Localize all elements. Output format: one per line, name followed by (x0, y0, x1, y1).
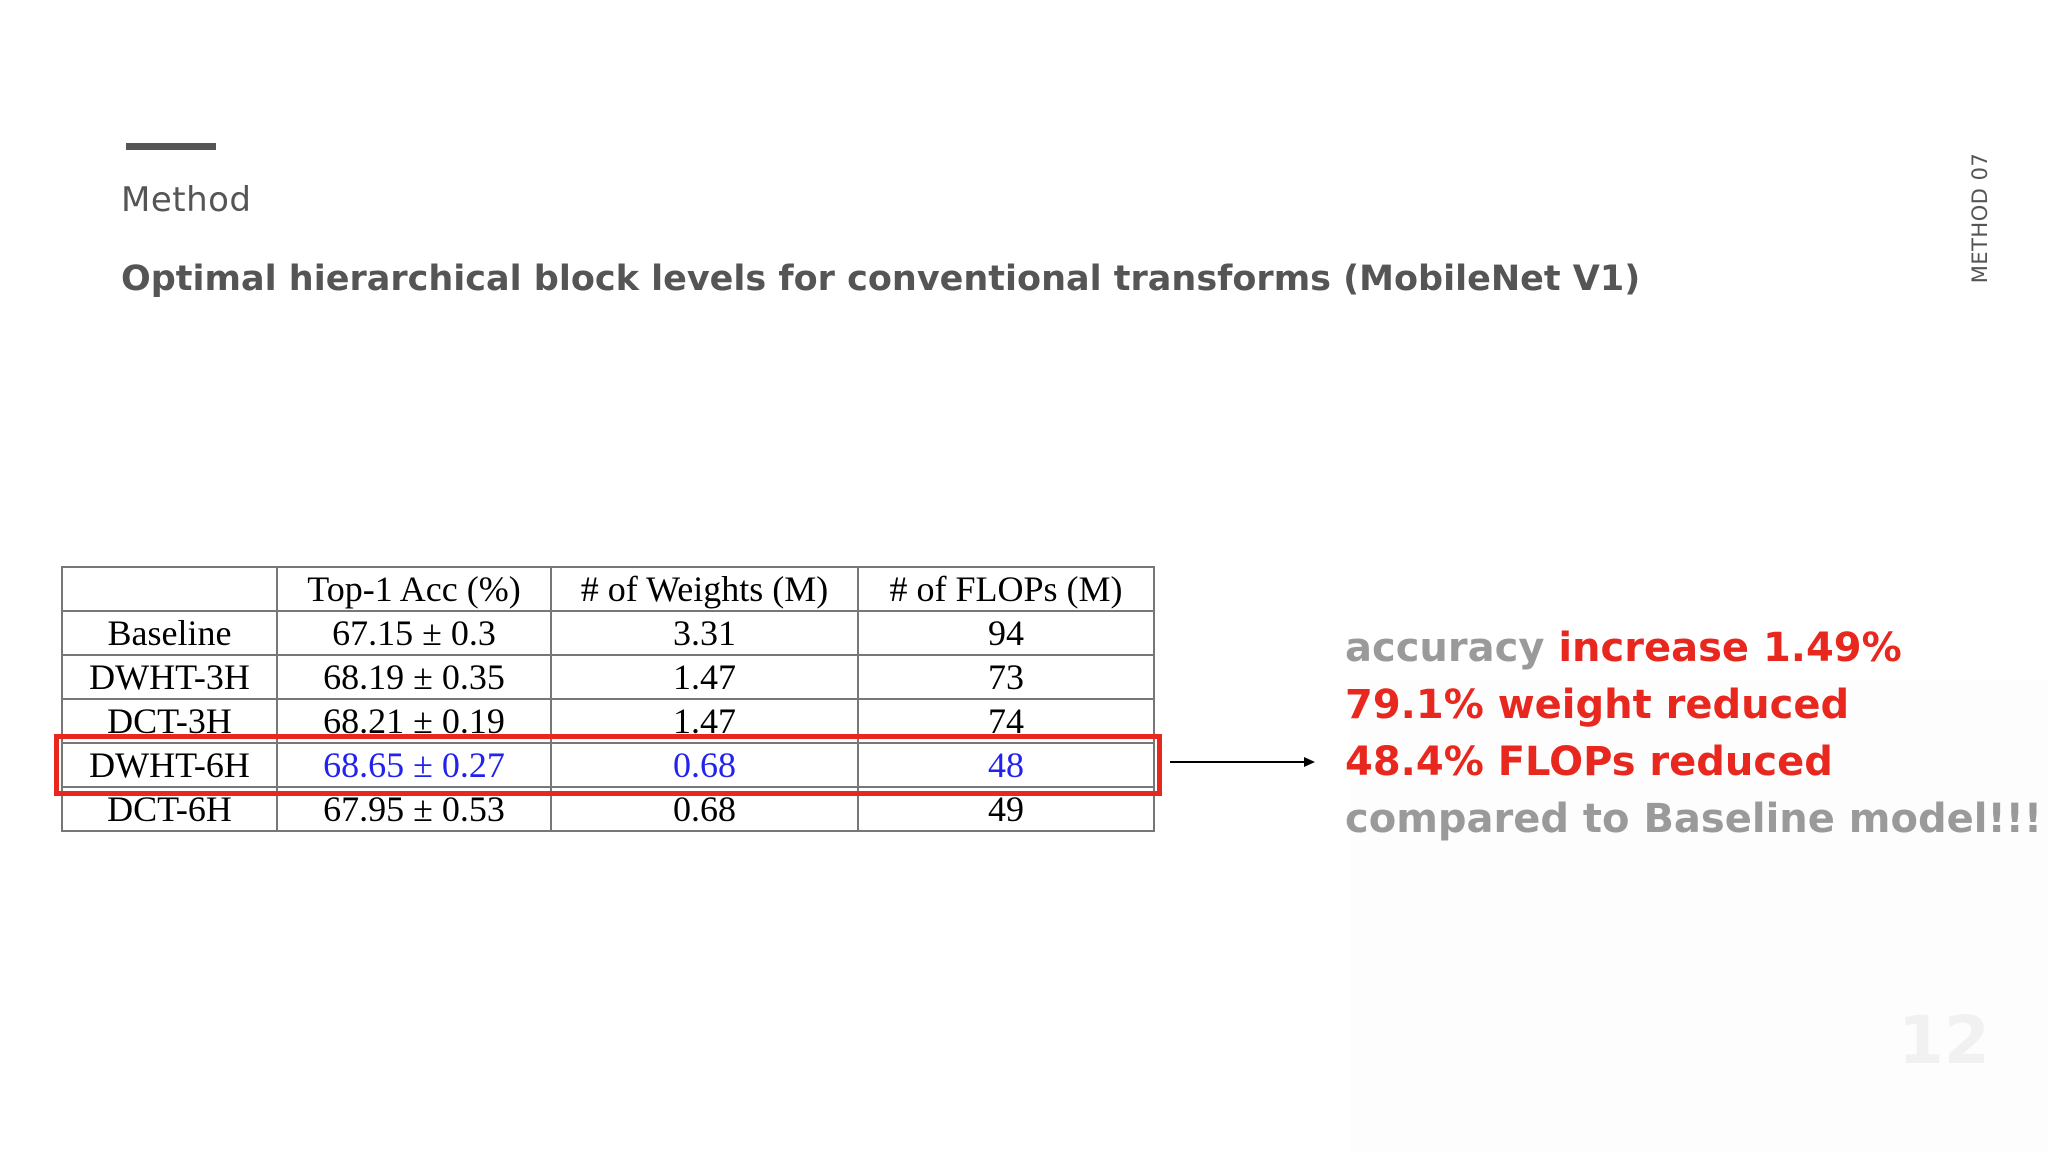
table-cell-highlighted: 48 (857, 742, 1155, 788)
table-cell: 67.15 ± 0.3 (276, 610, 552, 656)
table-row: DCT-6H 67.95 ± 0.53 0.68 49 (61, 786, 1155, 832)
table-cell-highlighted: 68.65 ± 0.27 (276, 742, 552, 788)
side-section-label: METHOD 07 (1960, 152, 2000, 284)
table-cell: 68.19 ± 0.35 (276, 654, 552, 700)
table-cell-highlighted: 0.68 (550, 742, 859, 788)
table-cell: DWHT-3H (61, 654, 278, 700)
summary-accuracy-prefix: accuracy (1345, 625, 1559, 671)
table-cell: DWHT-6H (61, 742, 278, 788)
arrow-icon (1170, 757, 1315, 767)
table-cell: 94 (857, 610, 1155, 656)
table-cell: Baseline (61, 610, 278, 656)
table-cell: 3.31 (550, 610, 859, 656)
table-row: DWHT-3H 68.19 ± 0.35 1.47 73 (61, 654, 1155, 700)
table-header-row: Top-1 Acc (%) # of Weights (M) # of FLOP… (61, 566, 1155, 612)
table-header-cell: Top-1 Acc (%) (276, 566, 552, 612)
table-row: Baseline 67.15 ± 0.3 3.31 94 (61, 610, 1155, 656)
side-section-text: METHOD 07 (1968, 152, 1992, 284)
summary-flops-line: 48.4% FLOPs reduced (1345, 739, 1833, 785)
page-number: 12 (1898, 1002, 1990, 1079)
table-header-cell: # of FLOPs (M) (857, 566, 1155, 612)
summary-comparison-line: compared to Baseline model!!! (1345, 796, 2043, 842)
summary-accuracy-line: accuracy increase 1.49% (1345, 620, 2042, 677)
table-header-cell: # of Weights (M) (550, 566, 859, 612)
table-cell: 73 (857, 654, 1155, 700)
title-accent-bar (126, 143, 216, 150)
summary-accuracy-increase: increase 1.49% (1558, 625, 1902, 671)
slide-title: Optimal hierarchical block levels for co… (121, 259, 1641, 299)
results-table: Top-1 Acc (%) # of Weights (M) # of FLOP… (61, 566, 1155, 832)
section-label: Method (121, 180, 252, 220)
table-header-cell (61, 566, 278, 612)
highlight-box (54, 734, 1162, 796)
table-row-highlighted: DWHT-6H 68.65 ± 0.27 0.68 48 (61, 742, 1155, 788)
summary-weight-line: 79.1% weight reduced (1345, 682, 1850, 728)
table-cell: 1.47 (550, 654, 859, 700)
background-panel (1350, 680, 2048, 1152)
results-summary: accuracy increase 1.49% 79.1% weight red… (1345, 620, 2042, 848)
